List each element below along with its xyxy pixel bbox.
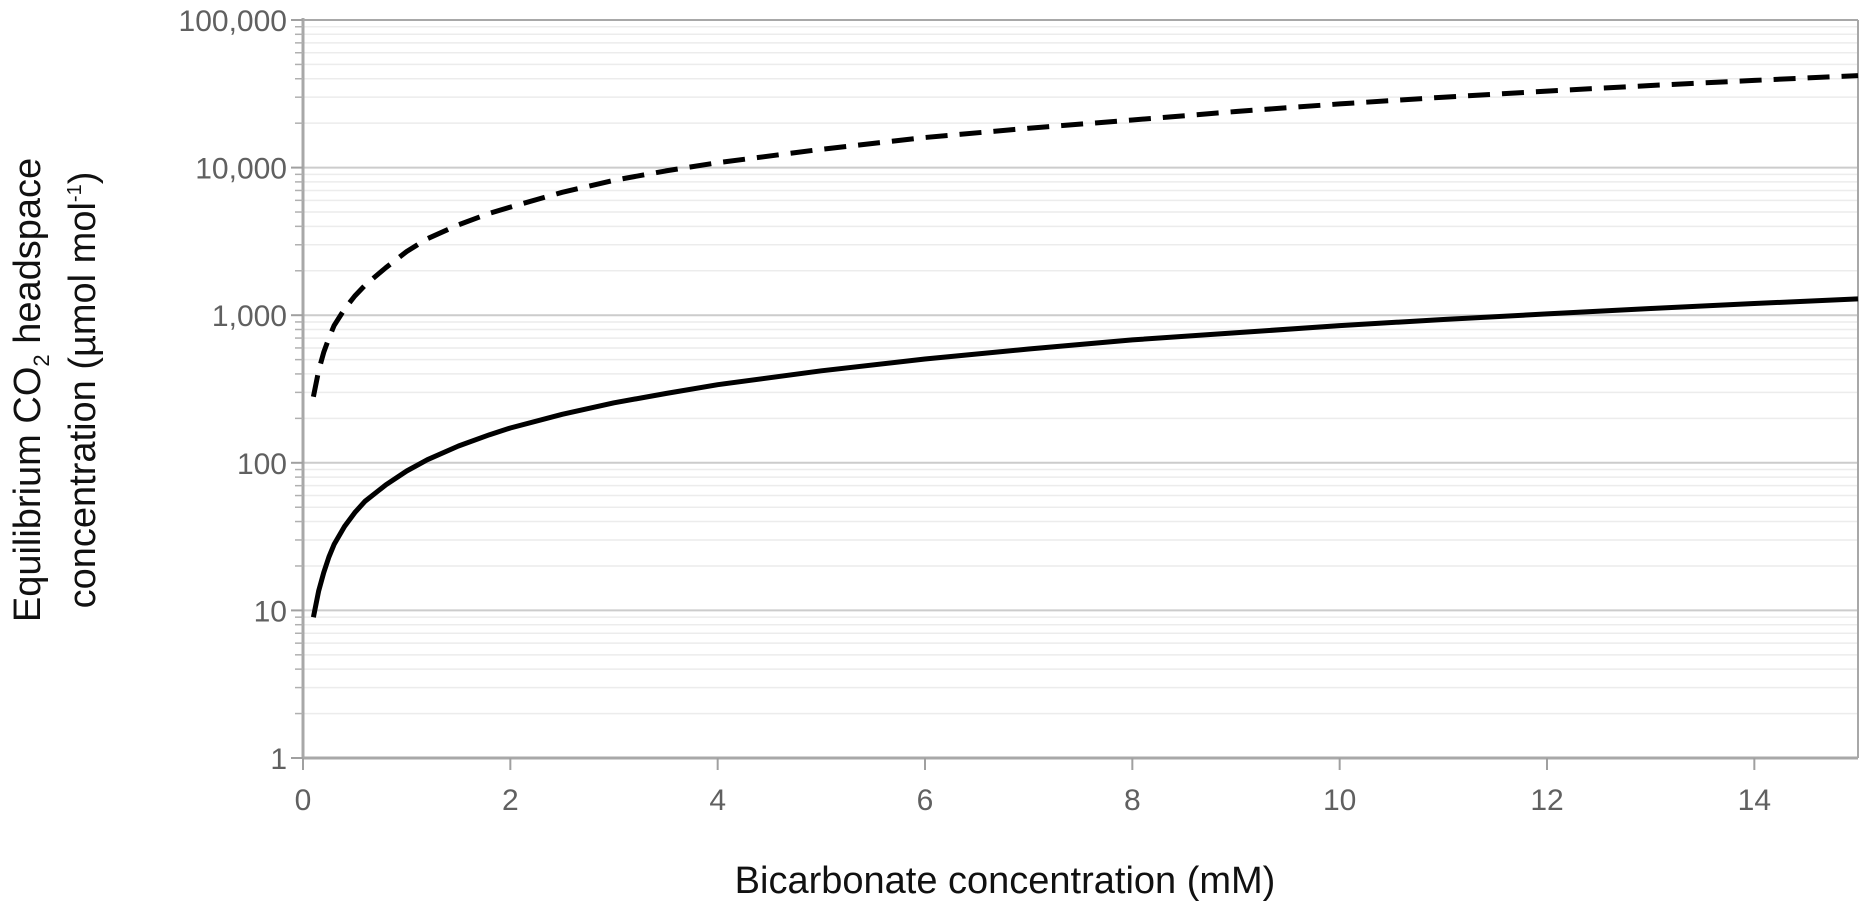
x-tick-label: 2 <box>502 784 519 817</box>
dashed-series-line <box>310 73 1859 398</box>
y-tick-label: 1 <box>270 743 287 776</box>
x-tick-label: 12 <box>1530 784 1563 817</box>
y-tick-label: 1,000 <box>212 300 287 333</box>
axes <box>301 18 1859 760</box>
x-tick-label: 14 <box>1738 784 1771 817</box>
ticks: 1 10 100 1,000 10,000 100,000 0 2 4 6 8 10 12 14 <box>179 5 1771 817</box>
y-tick-label: 10,000 <box>195 153 287 186</box>
y-axis-title-line-1: Equilibrium CO2 headspace <box>7 158 54 622</box>
y-tick-label: 10 <box>254 595 287 628</box>
x-tick-label: 10 <box>1323 784 1356 817</box>
y-tick-label: 100,000 <box>179 5 287 38</box>
x-tick-label: 6 <box>917 784 934 817</box>
solid-series-line <box>310 296 1859 618</box>
grid <box>303 19 1858 759</box>
y-tick-label: 100 <box>237 448 287 481</box>
y-axis-title-line-2: concentration (µmol mol-1) <box>62 172 104 609</box>
x-tick-label: 0 <box>295 784 312 817</box>
x-tick-label: 4 <box>709 784 726 817</box>
x-axis-title: Bicarbonate concentration (mM) <box>735 860 1276 902</box>
x-tick-label: 8 <box>1124 784 1141 817</box>
series <box>310 73 1859 618</box>
